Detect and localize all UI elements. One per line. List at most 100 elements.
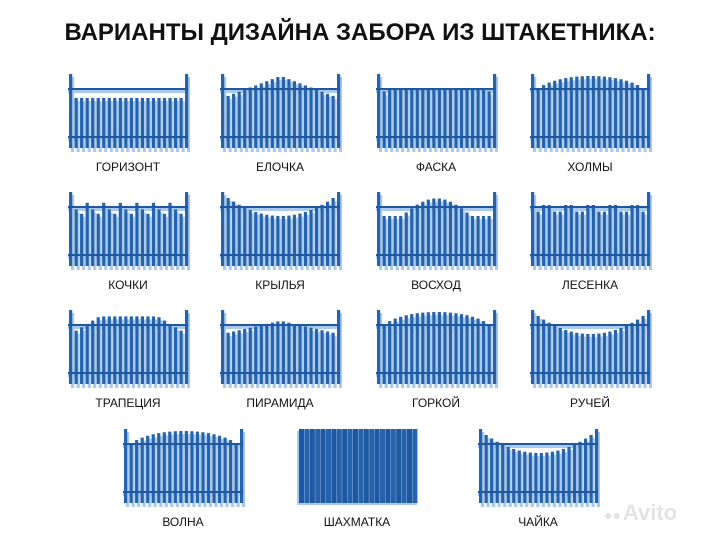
picket (624, 211, 629, 266)
picket (531, 310, 535, 384)
picket (531, 192, 535, 266)
fence-variant: РУЧЕЙ (525, 308, 655, 410)
picket (630, 82, 634, 148)
picket-shadow (588, 208, 592, 270)
picket (91, 320, 95, 384)
picket-shadow (406, 91, 410, 152)
picket (303, 326, 308, 384)
picket (388, 88, 392, 148)
picket-shadow (93, 323, 97, 388)
picket-shadow (439, 201, 443, 270)
picket (465, 88, 469, 148)
fence-rail (220, 372, 340, 374)
picket-shadow (126, 212, 130, 270)
picket (85, 323, 89, 384)
picket-shadow (615, 208, 620, 270)
picket (564, 205, 568, 266)
picket-shadow (401, 219, 405, 270)
picket-shadow (637, 322, 642, 388)
picket (454, 204, 458, 266)
picket-shadow (621, 214, 625, 270)
picket (558, 211, 562, 266)
picket (597, 211, 601, 266)
picket-shadow (245, 92, 249, 152)
picket (226, 332, 230, 384)
picket (124, 316, 128, 384)
fence-rail (68, 136, 188, 138)
picket-shadow (228, 98, 232, 152)
picket (124, 98, 128, 148)
picket-shadow (445, 91, 449, 152)
picket-shadow (187, 313, 190, 388)
picket-shadow (225, 440, 229, 507)
picket (259, 83, 263, 148)
picket-shadow (186, 434, 190, 507)
picket (173, 327, 178, 384)
picket (393, 88, 397, 148)
fence-illustration (376, 74, 498, 152)
picket (185, 192, 189, 266)
panel-picket (353, 429, 358, 503)
picket-shadow (533, 77, 537, 152)
picket-shadow (423, 315, 427, 388)
fence-variant: ВОЛНА (118, 427, 248, 529)
picket (281, 215, 285, 266)
picket-shadow (181, 333, 185, 388)
picket (476, 216, 480, 266)
picket-shadow (131, 101, 135, 152)
picket (228, 440, 233, 503)
picket-shadow (305, 329, 310, 388)
picket (619, 211, 623, 266)
picket-shadow (230, 443, 235, 507)
fence-variant: ВОСХОД (371, 190, 501, 292)
picket-shadow (593, 79, 597, 152)
panel-picket (304, 429, 310, 503)
picket-shadow (566, 208, 570, 270)
picket-shadow (294, 84, 299, 152)
picket-shadow (208, 436, 213, 507)
fence-rail (220, 88, 340, 90)
picket-shadow (461, 211, 466, 270)
fence-rail (530, 326, 650, 329)
picket (129, 213, 133, 266)
picket (459, 208, 464, 266)
fence-illustration (376, 310, 498, 388)
picket-shadow (497, 444, 501, 507)
picket (162, 432, 166, 503)
picket (118, 202, 122, 266)
picket (226, 197, 230, 266)
picket (162, 98, 167, 148)
picket-shadow (571, 208, 575, 270)
picket-shadow (316, 210, 321, 270)
picket-shadow (339, 195, 342, 270)
picket-shadow (649, 313, 652, 388)
picket-shadow (530, 455, 534, 507)
fence-rail (220, 206, 340, 208)
picket-shadow (555, 214, 559, 270)
picket (553, 325, 557, 384)
picket (168, 431, 172, 503)
picket (388, 216, 392, 266)
picket-shadow (610, 334, 614, 388)
picket (410, 88, 414, 148)
picket (254, 85, 258, 148)
picket (80, 327, 84, 384)
picket (223, 437, 227, 503)
picket (184, 431, 188, 503)
picket (157, 209, 161, 266)
picket-shadow (637, 208, 642, 270)
picket (553, 211, 557, 266)
picket-shadow (423, 91, 427, 152)
picket-shadow (536, 455, 540, 507)
picket-shadow (305, 88, 310, 152)
picket (212, 434, 216, 503)
picket-shadow (175, 330, 180, 388)
picket (487, 324, 491, 384)
picket-shadow (109, 101, 113, 152)
fence-variant: ЕЛОЧКА (215, 72, 345, 174)
picket (107, 98, 111, 148)
picket (630, 322, 634, 384)
picket-shadow (412, 317, 416, 388)
fence-illustration (220, 310, 342, 388)
picket (591, 76, 595, 148)
